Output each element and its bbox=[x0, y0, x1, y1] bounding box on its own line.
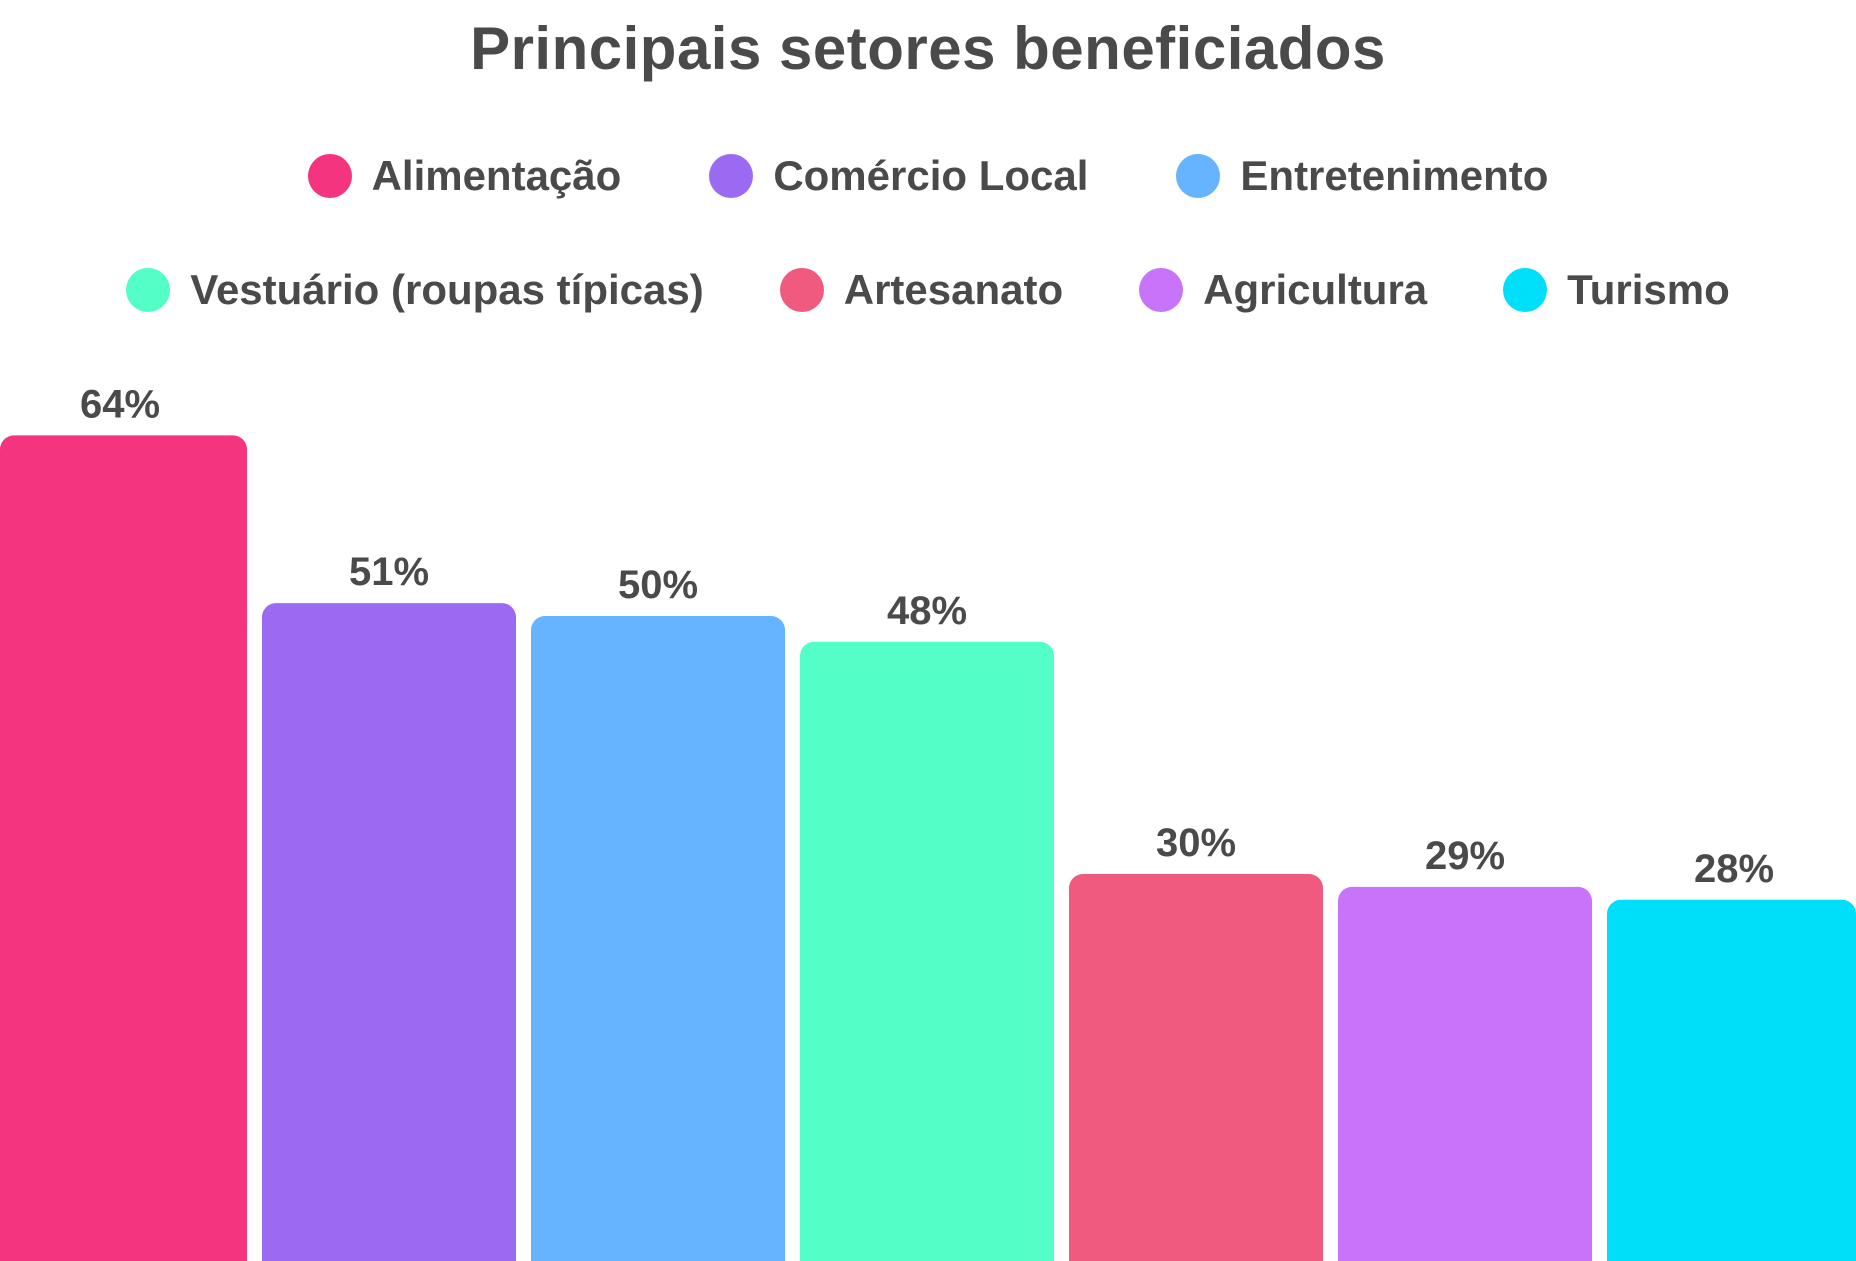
bar-3 bbox=[800, 641, 1054, 1261]
chart-title: Principais setores beneficiados bbox=[470, 15, 1386, 82]
legend-swatch-vestuario bbox=[126, 268, 171, 312]
legend-label: Artesanato bbox=[843, 266, 1064, 313]
bar-6 bbox=[1607, 899, 1856, 1261]
legend-label: Agricultura bbox=[1203, 266, 1428, 313]
bar-2 bbox=[531, 616, 785, 1261]
legend-item-artesanato: Artesanato bbox=[779, 266, 1064, 314]
bar-value-label-0: 64% bbox=[80, 382, 160, 426]
legend-item-entretenimento: Entretenimento bbox=[1176, 152, 1548, 200]
legend-item-comercio-local: Comércio Local bbox=[709, 152, 1088, 200]
bar-value-label-6: 28% bbox=[1694, 847, 1774, 891]
bar-value-label-1: 51% bbox=[349, 550, 429, 594]
legend-label: Vestuário (roupas típicas) bbox=[190, 266, 704, 313]
legend-label: Entretenimento bbox=[1240, 152, 1549, 199]
legend-item-turismo: Turismo bbox=[1503, 266, 1730, 314]
bar-4 bbox=[1069, 874, 1323, 1261]
legend-swatch-entretenimento bbox=[1176, 154, 1221, 198]
legend-swatch-comercio-local bbox=[709, 154, 754, 198]
bar-value-label-5: 29% bbox=[1425, 834, 1505, 878]
legend-row-1: Alimentação Comércio Local Entreteniment… bbox=[0, 152, 1856, 200]
legend-swatch-agricultura bbox=[1139, 268, 1184, 312]
bar-1 bbox=[262, 603, 516, 1261]
legend-item-agricultura: Agricultura bbox=[1139, 266, 1427, 314]
bar-5 bbox=[1338, 886, 1592, 1261]
legend-label: Turismo bbox=[1567, 266, 1730, 313]
bar-value-label-4: 30% bbox=[1156, 821, 1236, 865]
legend-label: Alimentação bbox=[371, 152, 622, 199]
legend-item-vestuario: Vestuário (roupas típicas) bbox=[126, 266, 704, 314]
legend-item-alimentacao: Alimentação bbox=[307, 152, 622, 200]
legend-row-2: Vestuário (roupas típicas) Artesanato Ag… bbox=[0, 266, 1856, 314]
bar-value-label-2: 50% bbox=[618, 563, 698, 607]
legend-swatch-alimentacao bbox=[307, 154, 352, 198]
bar-0 bbox=[0, 435, 247, 1261]
bar-value-label-3: 48% bbox=[887, 589, 967, 633]
legend-label: Comércio Local bbox=[773, 152, 1089, 199]
legend-swatch-turismo bbox=[1503, 268, 1548, 312]
legend-swatch-artesanato bbox=[779, 268, 824, 312]
